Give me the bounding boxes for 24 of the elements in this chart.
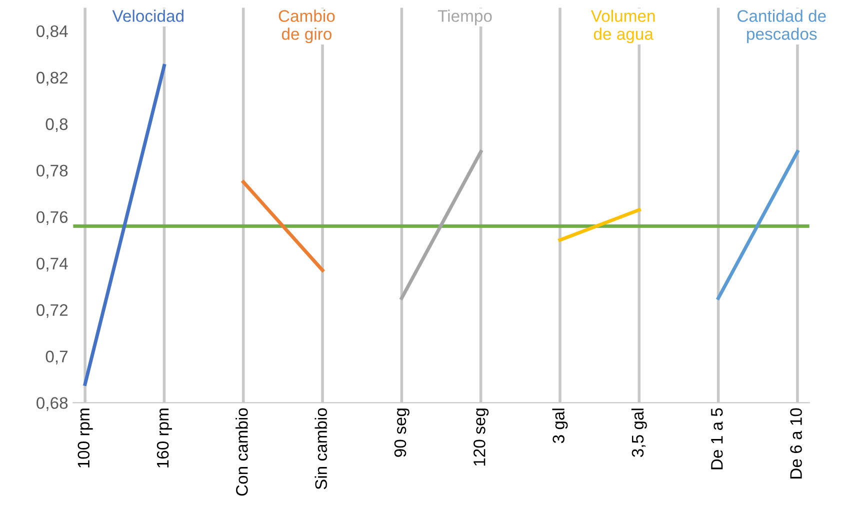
x-tick-label: 100 rpm bbox=[78, 408, 93, 468]
x-tick-label: Sin cambio bbox=[314, 408, 327, 490]
y-tick-label: 0,74 bbox=[36, 258, 68, 272]
x-tick-label: Con cambio bbox=[236, 408, 248, 496]
x-tick-label: 160 rpm bbox=[156, 408, 172, 468]
y-tick-label: 0,76 bbox=[36, 211, 68, 225]
y-tick-label: 0,68 bbox=[36, 397, 68, 411]
x-tick-label: 3 gal bbox=[552, 408, 568, 444]
y-tick-label: 0,82 bbox=[36, 72, 68, 86]
text: Cambio de giro bbox=[278, 10, 335, 44]
text: Velocidad bbox=[112, 10, 184, 22]
x-tick-label: De 1 a 5 bbox=[711, 408, 723, 470]
y-tick-label: 0,8 bbox=[46, 118, 68, 132]
x-tick-label: 90 seg bbox=[394, 408, 410, 457]
text: Tiempo bbox=[438, 10, 492, 26]
y-tick-label: 0,84 bbox=[36, 25, 68, 40]
x-tick-label: De 6 a 10 bbox=[790, 408, 802, 478]
y-tick-label: 0,78 bbox=[36, 164, 68, 179]
text: Cantidad de pescados bbox=[738, 10, 826, 44]
x-tick-label: 3,5 gal bbox=[631, 408, 647, 457]
y-tick-label: 0,72 bbox=[36, 304, 68, 318]
text: Volumen de agua bbox=[590, 10, 655, 44]
x-tick-label: 120 seg bbox=[474, 408, 489, 466]
y-tick-label: 0,7 bbox=[46, 350, 68, 364]
